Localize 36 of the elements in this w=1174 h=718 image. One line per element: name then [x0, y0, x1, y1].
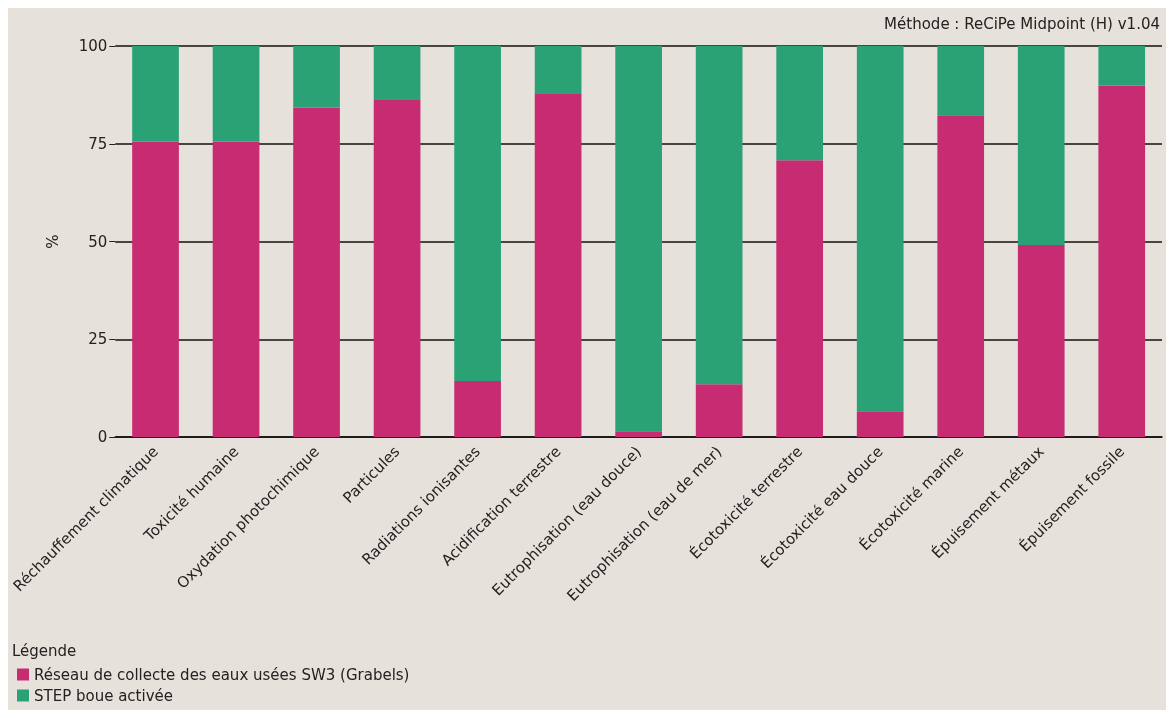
legend-label: Réseau de collecte des eaux usées SW3 (Grabels): [34, 665, 410, 684]
bar: [937, 115, 985, 437]
bar: [695, 384, 743, 437]
y-tick-label: 100: [78, 37, 108, 55]
bar: [1098, 46, 1146, 86]
bar: [534, 46, 582, 95]
bar: [373, 99, 421, 437]
bar: [132, 141, 179, 437]
bar: [212, 141, 260, 437]
y-tick-label: 50: [88, 232, 108, 251]
bar: [615, 46, 662, 432]
bar: [534, 94, 582, 437]
bar: [695, 46, 743, 385]
bar: [776, 160, 824, 437]
bar: [937, 46, 985, 116]
bar: [1017, 46, 1065, 246]
bar: [373, 46, 421, 100]
bar: [454, 46, 501, 382]
bar: [293, 107, 340, 437]
bar: [212, 46, 260, 142]
bar: [1017, 245, 1065, 437]
bar: [1098, 85, 1146, 437]
y-tick-label: 0: [97, 428, 108, 446]
text: Méthode : ReCiPe Midpoint (H) v1.04: [884, 14, 1161, 33]
bar: [132, 46, 179, 142]
bar: [856, 411, 904, 437]
y-tick-label: 75: [88, 134, 108, 153]
bar: [615, 431, 662, 437]
legend-title: Légende: [12, 641, 77, 660]
y-tick-label: 25: [88, 330, 108, 349]
y-axis-title: %: [43, 234, 62, 249]
legend-label: STEP boue activée: [34, 686, 173, 705]
bar: [776, 46, 824, 161]
bar: [293, 46, 340, 108]
bar: [856, 46, 904, 412]
bar: [454, 381, 501, 437]
